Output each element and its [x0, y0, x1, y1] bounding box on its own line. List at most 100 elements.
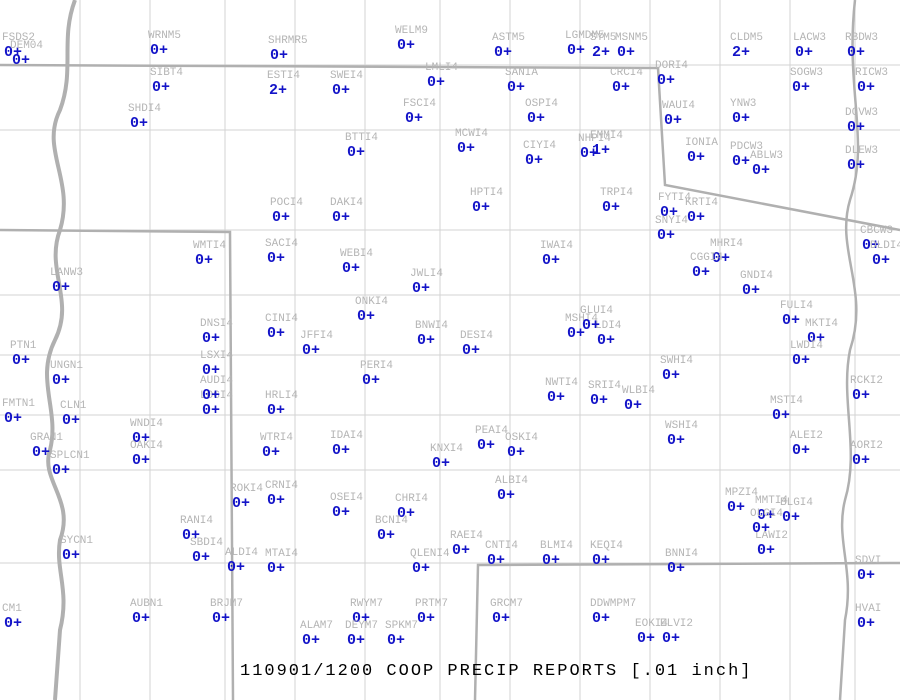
precip-value-ddwmpm7[interactable]: 0+	[592, 610, 610, 627]
precip-value-dldi4[interactable]: 0+	[872, 252, 890, 269]
precip-value-blgi4[interactable]: 0+	[782, 509, 800, 526]
precip-value-oaki4[interactable]: 0+	[132, 452, 150, 469]
precip-value-idai4[interactable]: 0+	[332, 442, 350, 459]
precip-value-ablw3[interactable]: 0+	[752, 162, 770, 179]
precip-value-esti4[interactable]: 2+	[269, 82, 287, 99]
precip-value-nwti4[interactable]: 0+	[547, 389, 565, 406]
precip-value-lsxi4[interactable]: 0+	[202, 362, 220, 379]
precip-value-waui4[interactable]: 0+	[664, 112, 682, 129]
precip-value-pdcw3[interactable]: 0+	[732, 153, 750, 170]
precip-value-oski4[interactable]: 0+	[507, 444, 525, 461]
precip-value-olgi4[interactable]: 0+	[752, 520, 770, 537]
precip-value-sbdi4[interactable]: 0+	[192, 549, 210, 566]
precip-value-roki4[interactable]: 0+	[232, 495, 250, 512]
precip-value-blmi4[interactable]: 0+	[542, 552, 560, 569]
precip-value-lmli4[interactable]: 0+	[427, 74, 445, 91]
precip-value-lacw3[interactable]: 0+	[795, 44, 813, 61]
precip-value-swei4[interactable]: 0+	[332, 82, 350, 99]
precip-value-swhi4[interactable]: 0+	[662, 367, 680, 384]
precip-value-mpzi4[interactable]: 0+	[727, 499, 745, 516]
precip-value-welm9[interactable]: 0+	[397, 37, 415, 54]
precip-value-fsci4[interactable]: 0+	[405, 110, 423, 127]
precip-value-alam7[interactable]: 0+	[302, 632, 320, 649]
precip-value-astm5[interactable]: 0+	[494, 44, 512, 61]
precip-value-splcn1[interactable]: 0+	[52, 462, 70, 479]
precip-value-cnti4[interactable]: 0+	[487, 552, 505, 569]
precip-value-spkm7[interactable]: 0+	[387, 632, 405, 649]
precip-value-gran1[interactable]: 0+	[32, 444, 50, 461]
precip-value-sania[interactable]: 0+	[507, 79, 525, 96]
precip-value-saci4[interactable]: 0+	[267, 250, 285, 267]
precip-value-hvai[interactable]: 0+	[857, 615, 875, 632]
precip-value-ospi4[interactable]: 0+	[527, 110, 545, 127]
precip-value-srii4[interactable]: 0+	[590, 392, 608, 409]
precip-value-peri4[interactable]: 0+	[362, 372, 380, 389]
precip-value-snyi4[interactable]: 0+	[657, 227, 675, 244]
precip-value-osei4[interactable]: 0+	[332, 504, 350, 521]
precip-value-wlbi4[interactable]: 0+	[624, 397, 642, 414]
precip-value-ldi4[interactable]: 0+	[597, 332, 615, 349]
precip-value-rbdw3[interactable]: 0+	[847, 44, 865, 61]
precip-value-aori2[interactable]: 0+	[852, 452, 870, 469]
precip-value-sogw3[interactable]: 0+	[792, 79, 810, 96]
precip-value-prtm7[interactable]: 0+	[417, 610, 435, 627]
precip-value-trpi4[interactable]: 0+	[602, 199, 620, 216]
precip-value-peai4[interactable]: 0+	[477, 437, 495, 454]
precip-value-dnsi4[interactable]: 0+	[202, 330, 220, 347]
precip-value-aubn1[interactable]: 0+	[132, 610, 150, 627]
precip-value-ungn1[interactable]: 0+	[52, 372, 70, 389]
precip-value-brjm7[interactable]: 0+	[212, 610, 230, 627]
precip-value-aldi4[interactable]: 0+	[227, 559, 245, 576]
precip-value-wtri4[interactable]: 0+	[262, 444, 280, 461]
precip-value-chri4[interactable]: 0+	[397, 505, 415, 522]
precip-value-knxi4[interactable]: 0+	[432, 455, 450, 472]
precip-value-cm1[interactable]: 0+	[4, 615, 22, 632]
precip-value-webi4[interactable]: 0+	[342, 260, 360, 277]
precip-value-wshi4[interactable]: 0+	[667, 432, 685, 449]
precip-value-fyti4[interactable]: 0+	[660, 204, 678, 221]
precip-value-dgvw3[interactable]: 0+	[847, 119, 865, 136]
precip-value-mhri4[interactable]: 0+	[712, 250, 730, 267]
precip-value-dori4[interactable]: 0+	[657, 72, 675, 89]
precip-value-krti4[interactable]: 0+	[687, 209, 705, 226]
precip-value-glui4[interactable]: 0+	[582, 317, 600, 334]
precip-value-rcki2[interactable]: 0+	[852, 387, 870, 404]
precip-value-onki4[interactable]: 0+	[357, 308, 375, 325]
precip-value-wmti4[interactable]: 0+	[195, 252, 213, 269]
precip-value-lwdi4[interactable]: 0+	[792, 352, 810, 369]
precip-value-mtai4[interactable]: 0+	[267, 560, 285, 577]
precip-value-qleni4[interactable]: 0+	[412, 560, 430, 577]
precip-value-jwli4[interactable]: 0+	[412, 280, 430, 297]
precip-value-shdi4[interactable]: 0+	[130, 115, 148, 132]
precip-value-poci4[interactable]: 0+	[272, 209, 290, 226]
precip-value-dem04[interactable]: 0+	[12, 52, 30, 69]
precip-value-audi4[interactable]: 0+	[202, 387, 220, 404]
precip-value-cggi4[interactable]: 0+	[692, 264, 710, 281]
precip-value-fmtn1[interactable]: 0+	[4, 410, 22, 427]
precip-value-elvi2[interactable]: 0+	[662, 630, 680, 647]
precip-value-daki4[interactable]: 0+	[332, 209, 350, 226]
precip-value-rwym7[interactable]: 0+	[352, 610, 370, 627]
precip-value-hrli4[interactable]: 0+	[267, 402, 285, 419]
precip-value-sycn1[interactable]: 0+	[62, 547, 80, 564]
precip-value-dlew3[interactable]: 0+	[847, 157, 865, 174]
precip-value-albi4[interactable]: 0+	[497, 487, 515, 504]
precip-value-btti4[interactable]: 0+	[347, 144, 365, 161]
precip-value-iwai4[interactable]: 0+	[542, 252, 560, 269]
precip-value-wrnm5[interactable]: 0+	[150, 42, 168, 59]
precip-value-gndi4[interactable]: 0+	[742, 282, 760, 299]
precip-value-msnm5[interactable]: 0+	[617, 44, 635, 61]
precip-value-crni4[interactable]: 0+	[267, 492, 285, 509]
precip-value-bnwi4[interactable]: 0+	[417, 332, 435, 349]
precip-value-rani4[interactable]: 0+	[182, 527, 200, 544]
precip-value-sym5[interactable]: 2+	[592, 44, 610, 61]
precip-value-deym7[interactable]: 0+	[347, 632, 365, 649]
precip-value-lawi2[interactable]: 0+	[757, 542, 775, 559]
precip-value-ciyi4[interactable]: 0+	[525, 152, 543, 169]
precip-value-raei4[interactable]: 0+	[452, 542, 470, 559]
precip-value-jffi4[interactable]: 0+	[302, 342, 320, 359]
precip-value-logi4[interactable]: 0+	[202, 402, 220, 419]
precip-value-ionia[interactable]: 0+	[687, 149, 705, 166]
precip-value-mcwi4[interactable]: 0+	[457, 140, 475, 157]
precip-value-ricw3[interactable]: 0+	[857, 79, 875, 96]
